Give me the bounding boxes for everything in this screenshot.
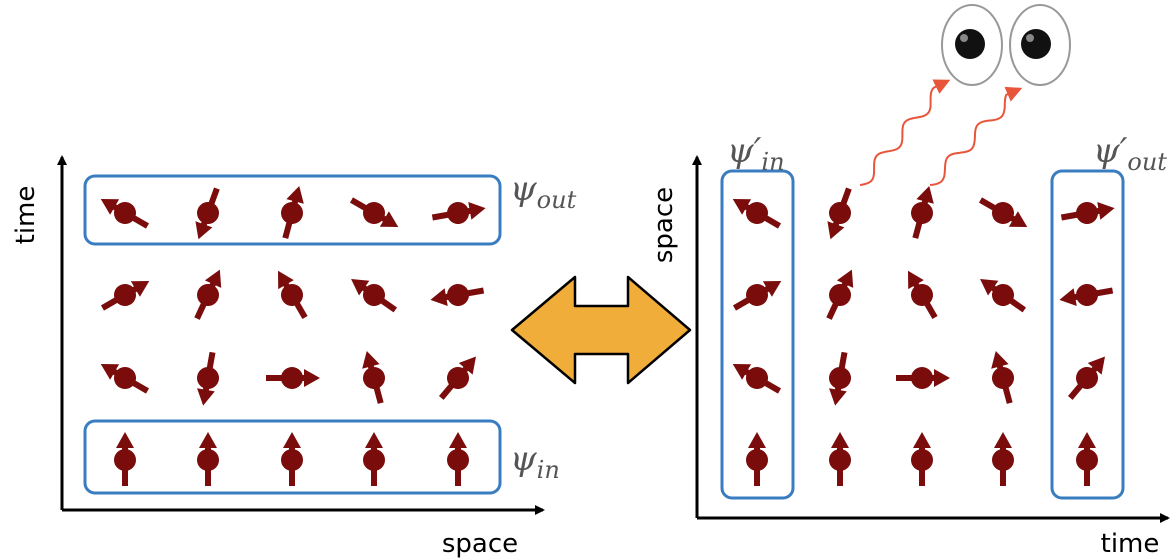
spin (819, 265, 862, 323)
spin (820, 185, 859, 243)
spin (363, 432, 385, 486)
spin (829, 432, 851, 486)
psi-in-label: ψ′in (727, 131, 785, 176)
spin (95, 189, 153, 235)
spin (197, 432, 219, 486)
symbol: ψ′ (727, 131, 762, 171)
spin (975, 190, 1033, 236)
spin (824, 350, 855, 407)
axis-label: space (649, 187, 679, 263)
diagram: time space ψout ψin space time ψ′in ψ′ou… (0, 0, 1172, 558)
spin (1062, 349, 1114, 405)
spin (992, 432, 1014, 486)
photon (860, 82, 947, 186)
spin (281, 432, 303, 486)
spin (268, 265, 314, 323)
equivalence-arrow (512, 277, 690, 383)
spin (985, 348, 1020, 406)
spin (192, 350, 223, 407)
spin (911, 432, 933, 486)
symbol: ψ (510, 169, 537, 209)
axis-label: time (11, 186, 41, 245)
spin (729, 271, 787, 317)
spin (974, 270, 1031, 319)
spin (1058, 280, 1115, 311)
spin (896, 367, 950, 389)
subscript: in (761, 148, 784, 176)
spin (346, 190, 404, 236)
spin (447, 432, 469, 486)
spin (905, 183, 940, 241)
axis-label: time (1101, 529, 1160, 558)
spin (188, 185, 227, 243)
spin (356, 348, 391, 406)
spin (114, 432, 136, 486)
spin (266, 367, 320, 389)
spin (898, 265, 944, 323)
photon (930, 90, 1019, 186)
spin (727, 354, 785, 400)
subscript: out (1127, 148, 1167, 176)
psi-out-label: ψout (510, 169, 577, 214)
eyes (942, 5, 1070, 85)
spin (430, 197, 487, 228)
spin (95, 354, 153, 400)
spin (275, 183, 310, 241)
spin (1059, 197, 1116, 228)
axis-label: space (442, 529, 518, 558)
spin (433, 349, 485, 405)
spin (746, 432, 768, 486)
spin (727, 189, 785, 235)
spin (429, 280, 486, 311)
spin (187, 265, 230, 323)
psi-out-label: ψ′out (1093, 131, 1167, 176)
spin (97, 271, 155, 317)
spin (345, 270, 402, 319)
spin (1076, 432, 1098, 486)
psi-in-label: ψin (510, 439, 560, 484)
symbol: ψ (510, 439, 537, 479)
symbol: ψ′ (1093, 131, 1128, 171)
subscript: in (537, 456, 560, 484)
subscript: out (537, 186, 577, 214)
